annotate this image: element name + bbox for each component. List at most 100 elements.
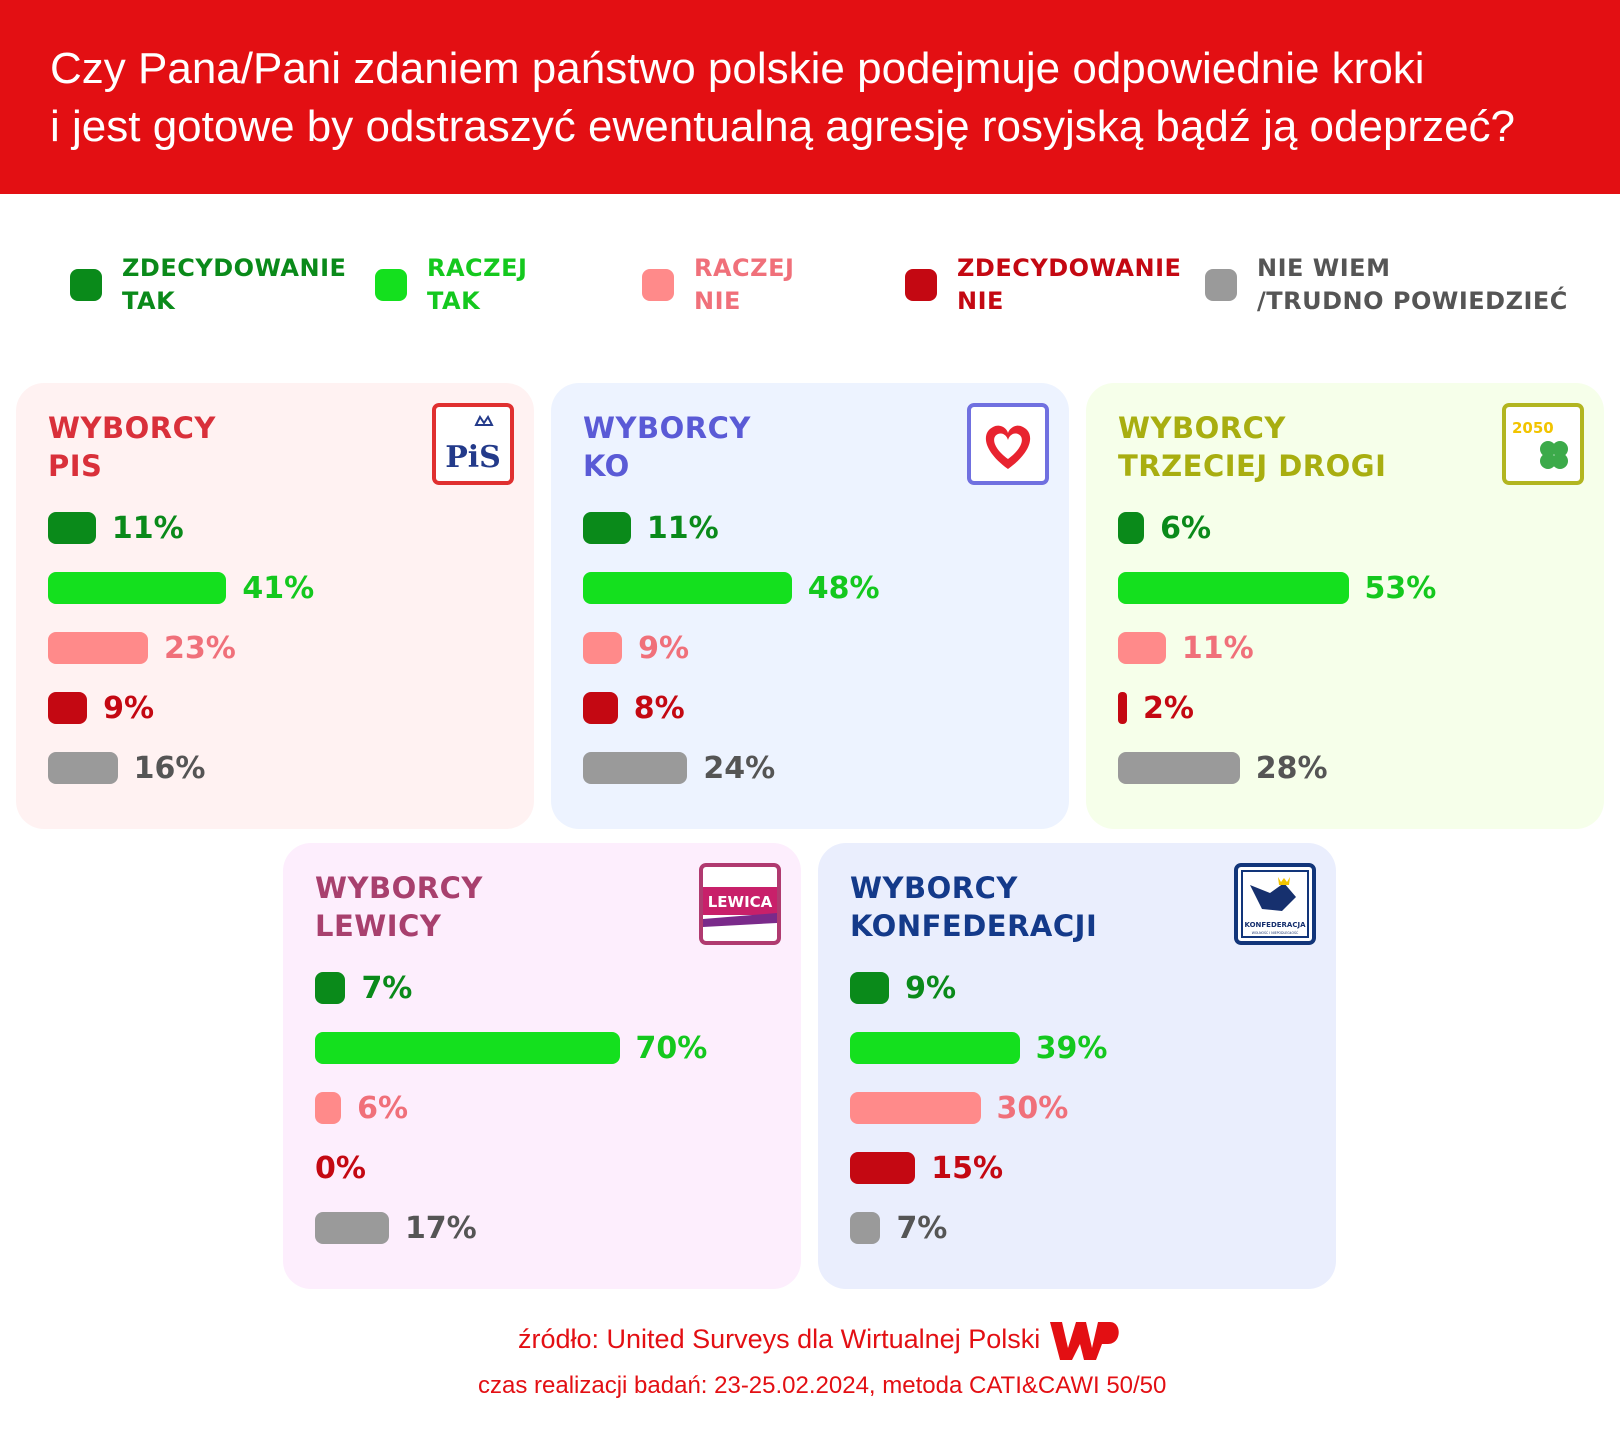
bar-row: 9%	[850, 970, 957, 1006]
chart-panel: WYBORCY KONFEDERACJI KONFEDERACJA WOLNOŚĆ I…	[818, 843, 1336, 1289]
panel-title-line: WYBORCY	[48, 411, 216, 445]
konfederacja-logo: KONFEDERACJA WOLNOŚĆ I NIEPODLEGŁOŚĆ	[1234, 863, 1316, 945]
panel-title-line: KO	[583, 449, 630, 483]
legend-label: RACZEJ NIE	[694, 252, 794, 318]
legend-item: ZDECYDOWANIE TAK	[70, 252, 346, 318]
bar-row: 15%	[850, 1150, 1004, 1186]
panel-title: WYBORCY KONFEDERACJI	[850, 869, 1097, 945]
bar-row: 39%	[850, 1030, 1108, 1066]
legend-label-line: RACZEJ	[427, 254, 528, 282]
bar-row: 16%	[48, 750, 206, 786]
legend-swatch	[70, 269, 102, 301]
bar	[315, 1092, 342, 1124]
legend-label: ZDECYDOWANIE NIE	[957, 252, 1181, 318]
logo-text: 2050	[1512, 419, 1554, 437]
chart-panel: WYBORCY PIS PiS 11% 41% 23% 9% 16%	[16, 383, 534, 829]
bar	[315, 972, 346, 1004]
bar-value-label: 8%	[633, 690, 685, 726]
bar-row: 11%	[48, 510, 184, 546]
bar-row: 6%	[1118, 511, 1211, 546]
bar-row: 9%	[583, 631, 689, 666]
bar	[850, 1032, 1020, 1064]
ko-heart-logo	[967, 403, 1049, 485]
legend-swatch	[905, 269, 937, 301]
legend-item: NIE WIEM/TRUDNO POWIEDZIEĆ	[1205, 252, 1568, 318]
chart-panel: WYBORCY KO 11% 48% 9% 8% 24%	[551, 383, 1069, 829]
bar-value-label: 30%	[996, 1090, 1069, 1126]
bar-value-label: 48%	[807, 570, 880, 606]
bar-row: 70%	[315, 1030, 708, 1066]
logo-subtext: WOLNOŚĆ I NIEPODLEGŁOŚĆ	[1252, 930, 1299, 935]
bar-row: 41%	[48, 571, 314, 606]
legend-item: RACZEJ NIE	[642, 252, 794, 318]
bar-row: 48%	[583, 570, 880, 606]
bar-value-label: 17%	[404, 1210, 477, 1246]
bar	[850, 1152, 916, 1184]
bar-row: 17%	[315, 1210, 477, 1246]
wp-logo	[1050, 1322, 1119, 1360]
bar	[583, 752, 688, 784]
bar	[1118, 632, 1166, 664]
bar-value-label: 70%	[635, 1030, 708, 1066]
bar-row: 0%	[315, 1150, 366, 1186]
legend-label-line: RACZEJ	[694, 254, 795, 282]
bar	[1118, 572, 1349, 604]
bar	[48, 572, 227, 604]
bar-row: 7%	[315, 970, 413, 1006]
bar	[1118, 752, 1240, 784]
bar-value-label: 6%	[357, 1090, 409, 1126]
question-line-2: i jest gotowe by odstraszyć ewentualną a…	[50, 102, 1516, 151]
panel-title: WYBORCY LEWICY	[315, 869, 483, 945]
bar-row: 30%	[850, 1090, 1069, 1126]
panel-title-line: WYBORCY	[583, 411, 751, 445]
panel-title: WYBORCY PIS	[48, 409, 216, 485]
legend-label-line: NIE	[957, 287, 1004, 315]
header-banner: Czy Pana/Pani zdaniem państwo polskie po…	[0, 0, 1620, 194]
bar	[48, 692, 88, 724]
bar-value-label: 0%	[315, 1150, 366, 1186]
legend-label: RACZEJ TAK	[427, 252, 527, 318]
pis-logo: PiS	[432, 403, 514, 485]
bar	[850, 1212, 881, 1244]
panel-title-line: WYBORCY	[315, 871, 483, 905]
bar-row: 7%	[850, 1211, 947, 1246]
bar-value-label: 16%	[133, 750, 206, 786]
trzecia-droga-logo: 2050	[1502, 403, 1584, 485]
bar	[850, 1092, 981, 1124]
legend-label-line: NIE WIEM	[1257, 254, 1391, 282]
panel-title-line: WYBORCY	[850, 871, 1018, 905]
question-line-1: Czy Pana/Pani zdaniem państwo polskie po…	[50, 44, 1425, 93]
bar-row: 53%	[1118, 570, 1437, 606]
method-note: czas realizacji badań: 23-25.02.2024, me…	[478, 1372, 1167, 1399]
legend-swatch	[375, 269, 407, 301]
panel-title-line: LEWICY	[315, 909, 442, 943]
bar-value-label: 28%	[1255, 750, 1328, 786]
legend-item: RACZEJ TAK	[375, 252, 527, 318]
bar-value-label: 15%	[931, 1150, 1004, 1186]
bar-value-label: 9%	[905, 970, 957, 1006]
legend-item: ZDECYDOWANIE NIE	[905, 252, 1181, 318]
bar	[583, 632, 623, 664]
bar-row: 23%	[48, 631, 236, 666]
legend-label-line: TAK	[427, 287, 481, 315]
bar-value-label: 53%	[1364, 570, 1437, 606]
legend-label: NIE WIEM/TRUDNO POWIEDZIEĆ	[1257, 252, 1568, 318]
bar	[315, 1032, 620, 1064]
bar-value-label: 9%	[103, 690, 155, 726]
legend-label-line: ZDECYDOWANIE	[957, 254, 1182, 282]
bar-row: 8%	[583, 690, 685, 726]
bar	[48, 512, 96, 544]
bar-value-label: 7%	[361, 970, 413, 1006]
panel-title-line: KONFEDERACJI	[850, 909, 1098, 943]
bar	[850, 972, 890, 1004]
bar	[315, 1212, 389, 1244]
legend-label-line: NIE	[694, 287, 741, 315]
panel-title: WYBORCY TRZECIEJ DROGI	[1118, 409, 1386, 485]
legend-label-line: TAK	[122, 287, 176, 315]
logo-text: KONFEDERACJA	[1244, 921, 1306, 929]
bar-row: 28%	[1118, 750, 1328, 786]
bar-row: 9%	[48, 690, 155, 726]
logo-text: PiS	[445, 440, 501, 475]
bar-value-label: 11%	[111, 510, 184, 546]
bar-value-label: 39%	[1035, 1030, 1108, 1066]
